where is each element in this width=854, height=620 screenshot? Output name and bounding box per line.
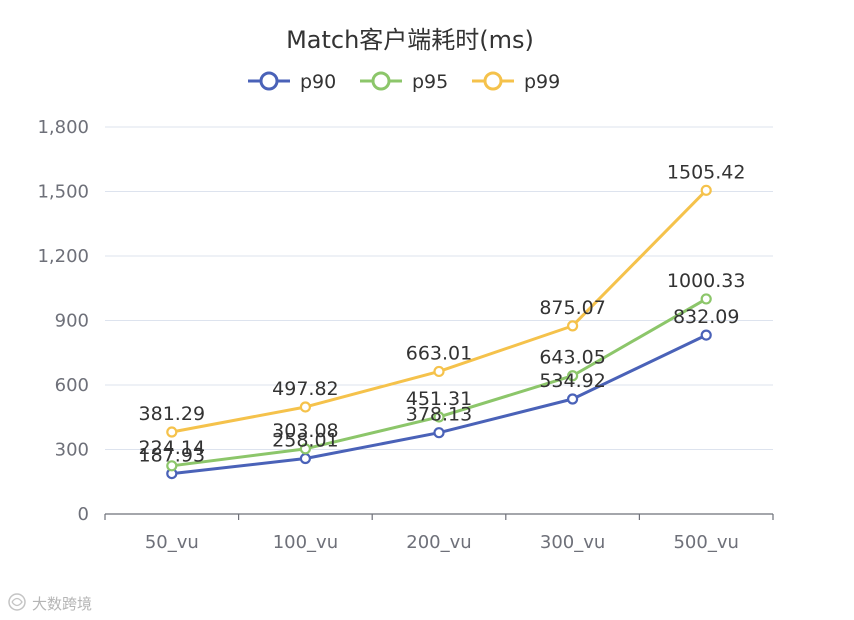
y-axis: 0 300 600 900 1,200 1,500 1,800: [37, 117, 89, 525]
legend-item-p95[interactable]: p95: [360, 71, 448, 93]
data-label-p95: 451.31: [406, 388, 472, 410]
y-tick-label: 1,200: [37, 246, 89, 267]
x-tick-label: 500_vu: [673, 532, 738, 553]
data-point-p90: [299, 452, 311, 465]
data-label-p99: 663.01: [406, 342, 472, 364]
legend[interactable]: p90 p95 p99: [248, 71, 560, 93]
grid: [105, 126, 773, 450]
data-label-p90: 258.01: [272, 430, 338, 452]
data-label-p90: 534.92: [539, 370, 605, 392]
legend-label: p99: [524, 71, 560, 93]
watermark-text: 大数跨境: [32, 595, 92, 613]
chart-title: Match客户端耗时(ms): [286, 26, 534, 54]
data-point-p90: [566, 393, 579, 405]
data-label-p99: 497.82: [272, 378, 338, 400]
data-point-p90: [700, 329, 712, 341]
data-label-p90: 378.13: [406, 404, 472, 426]
data-point-p99: [433, 365, 445, 378]
data-point-p95: [566, 370, 579, 382]
data-point-p99: [566, 320, 579, 332]
legend-item-p99[interactable]: p99: [472, 71, 560, 93]
data-label-p95: 303.08: [272, 420, 338, 442]
data-point-p99: [166, 426, 178, 438]
data-label-p99: 381.29: [139, 403, 205, 425]
y-tick-label: 1,500: [37, 182, 89, 203]
data-label-p95: 643.05: [539, 347, 605, 369]
data-label-p99: 875.07: [539, 297, 605, 319]
y-tick-label: 1,800: [37, 117, 89, 138]
data-point-p95: [166, 460, 178, 472]
data-labels: 187.93 258.01 378.13 534.92 832.09 224.14 303.…: [139, 161, 746, 466]
data-label-p95: 1000.33: [667, 270, 746, 292]
y-tick-label: 900: [55, 311, 89, 332]
y-tick-label: 300: [55, 440, 89, 461]
legend-label: p90: [300, 71, 336, 93]
data-label-p90: 832.09: [673, 306, 739, 328]
x-tick-label: 300_vu: [540, 532, 605, 553]
series-line-p95: [171, 297, 707, 468]
legend-marker-icon: [371, 71, 391, 91]
x-tick-label: 100_vu: [273, 532, 338, 553]
x-tick-label: 50_vu: [145, 532, 199, 553]
watermark: 大数跨境: [8, 593, 92, 613]
series: [166, 184, 712, 480]
data-point-p90: [433, 427, 445, 439]
legend-marker-icon: [259, 71, 279, 91]
x-tick-label: 200_vu: [406, 532, 471, 553]
data-point-p99: [700, 184, 712, 196]
legend-item-p90[interactable]: p90: [248, 71, 336, 93]
data-label-p90: 187.93: [139, 445, 205, 467]
data-point-p95: [433, 411, 445, 423]
data-label-p99: 1505.42: [667, 161, 746, 183]
watermark-logo-icon: [8, 593, 26, 611]
data-point-p95: [700, 293, 712, 305]
data-point-p99: [299, 401, 311, 413]
data-point-p95: [299, 443, 311, 455]
x-axis: 50_vu 100_vu 200_vu 300_vu 500_vu: [104, 513, 774, 553]
y-tick-label: 0: [78, 504, 89, 525]
legend-marker-icon: [483, 71, 503, 91]
data-label-p95: 224.14: [139, 437, 205, 459]
y-tick-label: 600: [55, 375, 89, 396]
legend-label: p95: [412, 71, 448, 93]
